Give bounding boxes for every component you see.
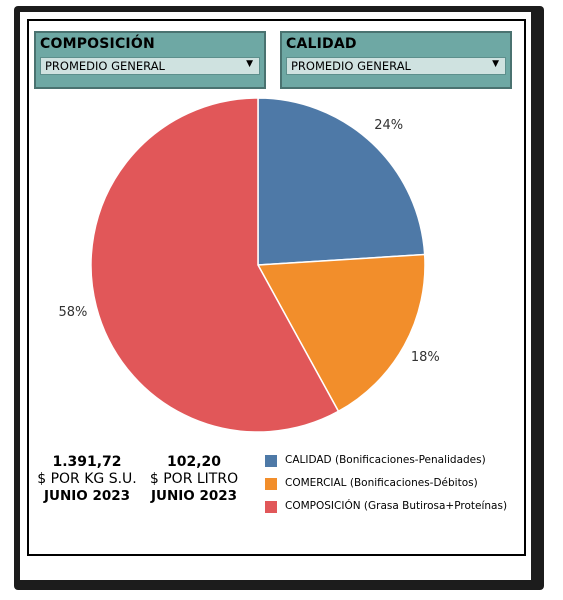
kpi-kg-period: JUNIO 2023 — [43, 488, 131, 504]
filter-calidad-value: PROMEDIO GENERAL — [291, 59, 411, 73]
legend-label: COMERCIAL (Bonificaciones-Débitos) — [285, 477, 478, 489]
kpi-kg-value: 1.391,72 — [52, 454, 122, 470]
legend-swatch — [265, 455, 277, 467]
filter-composicion-value: PROMEDIO GENERAL — [45, 59, 165, 73]
pie-percent-label: 18% — [410, 349, 440, 365]
kpi-kg-unit: $ POR KG S.U. — [37, 471, 137, 487]
pie-chart — [90, 97, 426, 433]
kpi-litro: 102,20 $ POR LITRO JUNIO 2023 — [144, 453, 244, 505]
chevron-down-icon: ▼ — [246, 59, 253, 69]
kpi-litro-period: JUNIO 2023 — [150, 488, 238, 504]
dashboard-card: COMPOSICIÓN PROMEDIO GENERAL ▼ CALIDAD P… — [20, 12, 531, 580]
dashboard-panel: COMPOSICIÓN PROMEDIO GENERAL ▼ CALIDAD P… — [27, 19, 526, 556]
kpi-litro-unit: $ POR LITRO — [149, 471, 239, 487]
legend-label: COMPOSICIÓN (Grasa Butirosa+Proteínas) — [285, 500, 508, 512]
chevron-down-icon: ▼ — [492, 59, 499, 69]
pie-slice[interactable] — [257, 97, 426, 266]
kpi-litro-value: 102,20 — [166, 454, 222, 470]
legend-swatch — [265, 501, 277, 513]
legend-label: CALIDAD (Bonificaciones-Penalidades) — [285, 454, 486, 466]
pie-slice[interactable] — [256, 253, 426, 413]
filter-composicion: COMPOSICIÓN PROMEDIO GENERAL ▼ — [34, 31, 266, 89]
kpi-kg: 1.391,72 $ POR KG S.U. JUNIO 2023 — [37, 453, 137, 505]
pie-percent-label: 58% — [58, 304, 88, 320]
filter-composicion-title: COMPOSICIÓN — [40, 36, 155, 52]
filter-calidad-select[interactable]: PROMEDIO GENERAL ▼ — [286, 57, 506, 75]
filter-calidad-title: CALIDAD — [286, 36, 357, 52]
pie-slice[interactable] — [90, 97, 340, 433]
filter-composicion-select[interactable]: PROMEDIO GENERAL ▼ — [40, 57, 260, 75]
legend-swatch — [265, 478, 277, 490]
pie-percent-label: 24% — [374, 118, 404, 134]
filter-calidad: CALIDAD PROMEDIO GENERAL ▼ — [280, 31, 512, 89]
